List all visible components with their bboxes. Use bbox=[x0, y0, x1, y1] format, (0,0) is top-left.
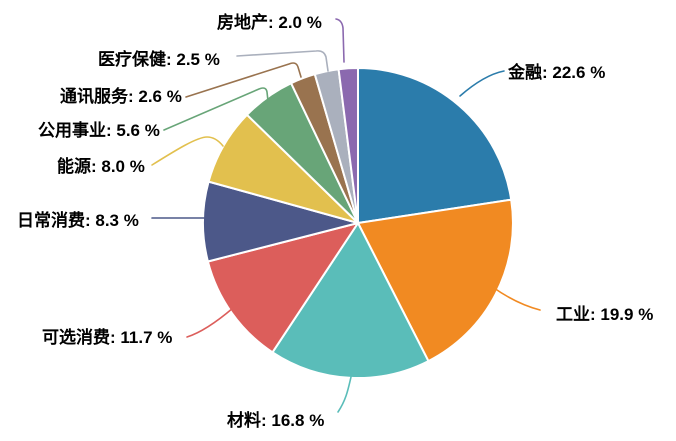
leader-line-materials bbox=[337, 376, 352, 413]
leader-line-healthcare bbox=[236, 50, 329, 72]
pie-slice-real-estate bbox=[337, 66, 359, 224]
label-finance: 金融: 22.6 % bbox=[508, 63, 606, 82]
label-energy: 能源: 8.0 % bbox=[57, 157, 145, 176]
label-communication-services: 通讯服务: 2.6 % bbox=[60, 87, 182, 106]
label-consumer-discretionary: 可选消费: 11.7 % bbox=[42, 328, 173, 347]
pie-slice-materials bbox=[271, 222, 430, 380]
label-real-estate: 房地产: 2.0 % bbox=[217, 13, 322, 32]
leader-line-communication-services bbox=[185, 62, 302, 98]
leader-line-energy bbox=[151, 136, 224, 166]
label-materials: 材料: 16.8 % bbox=[227, 411, 325, 430]
leader-line-utilities bbox=[163, 87, 269, 131]
leader-line-industrials bbox=[493, 287, 541, 311]
label-healthcare: 医疗保健: 2.5 % bbox=[98, 50, 220, 69]
leader-line-consumer-discretionary bbox=[186, 307, 234, 338]
pie-slice-industrials bbox=[357, 198, 514, 363]
pie-slice-finance bbox=[357, 67, 513, 224]
leader-lines-group bbox=[151, 18, 541, 413]
leader-line-real-estate bbox=[335, 18, 345, 63]
label-consumer-staples: 日常消费: 8.3 % bbox=[17, 211, 139, 230]
leader-line-finance bbox=[459, 70, 505, 97]
pie-slice-consumer-discretionary bbox=[206, 222, 359, 354]
label-utilities: 公用事业: 5.6 % bbox=[38, 121, 160, 140]
label-industrials: 工业: 19.9 % bbox=[556, 305, 654, 324]
